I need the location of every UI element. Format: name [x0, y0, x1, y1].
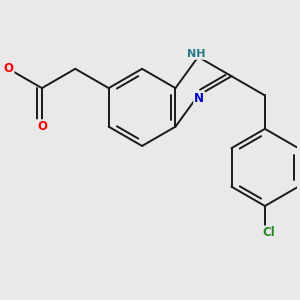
Text: Cl: Cl: [262, 226, 275, 239]
Text: O: O: [37, 120, 47, 133]
Text: NH: NH: [187, 49, 205, 59]
Text: N: N: [194, 92, 204, 105]
Text: O: O: [4, 62, 14, 75]
